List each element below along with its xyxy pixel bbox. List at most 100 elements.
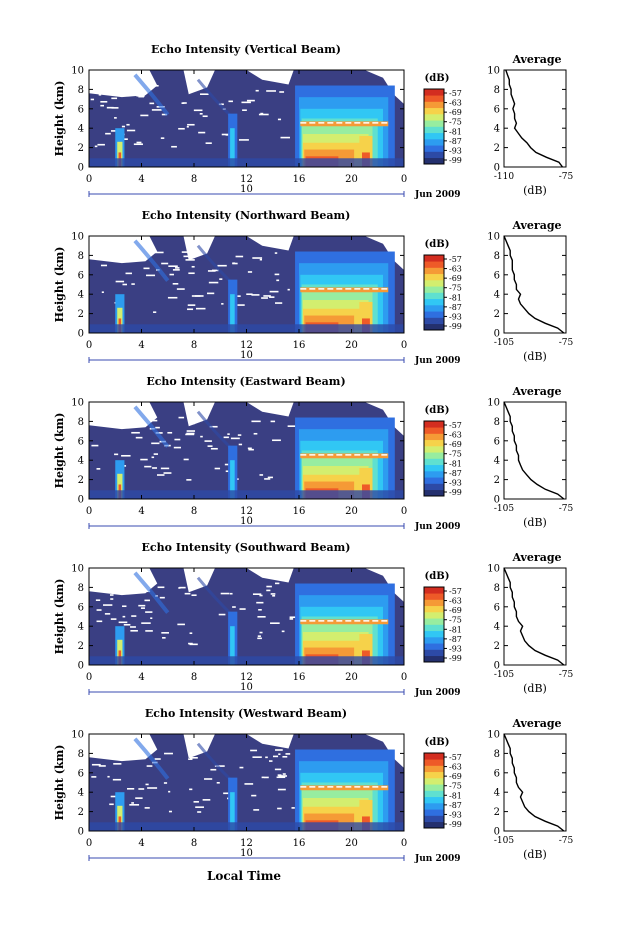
no-echo-cell [130, 629, 138, 632]
colorbar-tick-label: -75 [449, 118, 462, 127]
no-echo-cell [272, 755, 279, 758]
date-label: Jun 2009 [414, 522, 461, 532]
colorbar-swatch [424, 643, 444, 650]
no-echo-cell [91, 776, 97, 778]
no-echo-cell [261, 776, 265, 779]
no-echo-cell [171, 145, 177, 148]
surface-echo [89, 324, 404, 333]
no-echo-cell [183, 458, 189, 461]
colorbar-swatch [424, 305, 444, 312]
profile-x-tick-label: -105 [494, 836, 514, 846]
no-echo-cell [123, 623, 131, 626]
profile-x-label: (dB) [523, 516, 547, 529]
colorbar-swatch [424, 286, 444, 293]
no-echo-cell [123, 138, 128, 140]
clear-sky-region [246, 568, 294, 583]
no-echo-cell [150, 617, 153, 620]
cirrus-streak [133, 571, 170, 614]
colorbar-tick-label: -57 [449, 255, 462, 264]
no-echo-cell [244, 783, 254, 785]
colorbar-swatch [424, 464, 444, 472]
convective-column [230, 792, 235, 831]
no-echo-cell [149, 84, 159, 87]
colorbar-tick-label: -99 [449, 322, 462, 331]
colorbar-swatch [424, 95, 444, 102]
profile-y-tick-label: 4 [494, 456, 500, 467]
no-echo-cell [188, 422, 195, 425]
no-echo-cell [189, 788, 193, 791]
no-echo-cell [162, 637, 166, 639]
colorbar-swatch [424, 317, 444, 325]
x-tick-label: 0 [86, 174, 92, 185]
no-echo-cell [98, 93, 102, 96]
x-tick-label: 16 [293, 174, 306, 185]
colorbar-swatch [424, 809, 444, 816]
no-echo-cell [172, 282, 179, 285]
no-echo-cell [223, 436, 229, 439]
no-echo-cell [279, 91, 285, 93]
colorbar-swatch [424, 132, 444, 140]
colorbar-swatch [424, 427, 444, 434]
no-echo-cell [157, 586, 165, 589]
colorbar-swatch [424, 587, 444, 594]
no-echo-cell [100, 100, 108, 103]
profile-y-tick-label: 0 [494, 827, 500, 838]
no-echo-cell [199, 113, 203, 115]
profile-y-tick-label: 2 [494, 143, 500, 154]
no-echo-cell [111, 97, 118, 100]
no-echo-cell [140, 590, 151, 593]
y-tick-label: 0 [78, 661, 84, 672]
no-echo-cell [187, 123, 195, 126]
x-tick-label: 20 [345, 174, 358, 185]
no-echo-cell [103, 604, 113, 606]
no-echo-cell [94, 145, 98, 148]
no-echo-cell [130, 626, 136, 628]
x-tick-label: 0 [86, 672, 92, 683]
no-echo-cell [200, 93, 209, 96]
no-echo-cell [275, 749, 283, 751]
no-echo-cell [202, 115, 208, 118]
profile-frame [503, 567, 567, 666]
no-echo-cell [263, 295, 271, 297]
no-echo-cell [115, 254, 121, 256]
colorbar-swatch [424, 821, 444, 829]
profile-y-tick-label: 4 [494, 788, 500, 799]
clear-sky-region [89, 236, 158, 264]
colorbar-swatch [424, 139, 444, 146]
colorbar-swatch [424, 489, 444, 497]
no-echo-cell [278, 775, 287, 777]
no-echo-cell [206, 292, 215, 295]
no-echo-cell [163, 472, 172, 474]
clear-sky-region [246, 734, 294, 749]
no-echo-cell [217, 264, 227, 267]
x-tick-label: 4 [138, 838, 144, 849]
colorbar-frame [423, 420, 445, 497]
colorbar-tick-label: -87 [449, 303, 462, 312]
no-echo-cell [259, 258, 262, 261]
colorbar-swatch [424, 126, 444, 134]
x-tick-label: 8 [191, 174, 197, 185]
no-echo-cell [223, 792, 229, 795]
no-echo-cell [140, 258, 146, 261]
day-tick-label: 10 [240, 682, 253, 693]
x-tick-label: 8 [191, 506, 197, 517]
no-echo-cell [111, 130, 116, 132]
x-tick-label: 0 [86, 340, 92, 351]
profile-y-tick-label: 0 [494, 329, 500, 340]
no-echo-cell [172, 269, 180, 271]
no-echo-cell [276, 279, 280, 282]
profile-y-tick-label: 2 [494, 475, 500, 486]
no-echo-cell [204, 778, 213, 780]
no-echo-cell [252, 593, 262, 595]
no-echo-cell [224, 463, 231, 466]
x-tick-label: 0 [86, 506, 92, 517]
no-echo-cell [107, 585, 116, 588]
beam-panel: Echo Intensity (Westward Beam) 0 2 4 6 8 10 Hei… [53, 707, 574, 864]
no-echo-cell [266, 585, 272, 588]
no-echo-cell [195, 806, 204, 808]
no-echo-cell [121, 125, 126, 128]
no-echo-cell [276, 776, 286, 779]
no-echo-cell [287, 425, 298, 427]
no-echo-cell [204, 440, 212, 442]
x-tick-label: 16 [293, 838, 306, 849]
